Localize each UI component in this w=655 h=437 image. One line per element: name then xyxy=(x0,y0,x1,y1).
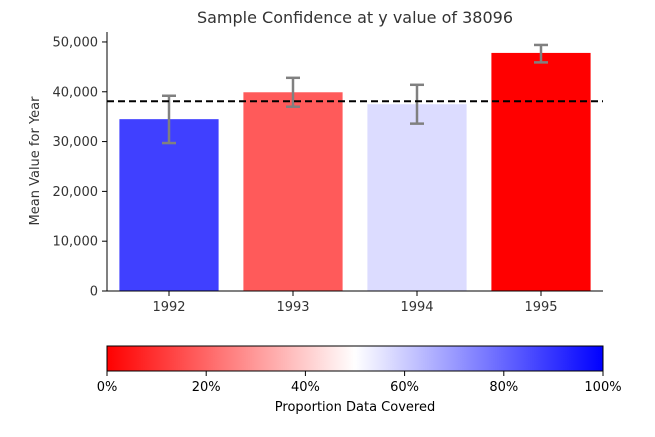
bars-layer xyxy=(119,52,591,292)
colorbar-tick-label-3: 60% xyxy=(390,380,419,395)
x-tick-label-1995: 1995 xyxy=(524,300,557,315)
axes-layer xyxy=(106,32,603,292)
y-tick-label-0: 0 xyxy=(90,285,98,300)
y-axis-label: Mean Value for Year xyxy=(28,96,43,226)
colorbar-tick-label-1: 20% xyxy=(192,380,221,395)
y-tick-label-30000: 30,000 xyxy=(53,135,99,150)
x-tick-label-1992: 1992 xyxy=(152,300,185,315)
colorbar-tick-label-4: 80% xyxy=(489,380,518,395)
colorbar-ticks-layer: 0% 20% 40% 60% 80% 100% xyxy=(97,371,622,395)
bar-1995 xyxy=(491,52,591,291)
error-bars-layer xyxy=(162,43,548,145)
bar-1992 xyxy=(119,119,219,292)
x-ticks-layer: 1992 1993 1994 1995 xyxy=(152,291,558,315)
y-ticks-layer: 0 10,000 20,000 30,000 40,000 50,000 xyxy=(53,35,107,300)
x-tick-label-1993: 1993 xyxy=(276,300,309,315)
colorbar xyxy=(106,345,604,372)
colorbar-label: Proportion Data Covered xyxy=(275,400,435,415)
chart-title: Sample Confidence at y value of 38096 xyxy=(197,8,513,27)
colorbar-tick-label-0: 0% xyxy=(97,380,118,395)
y-tick-label-20000: 20,000 xyxy=(53,185,99,200)
y-tick-label-40000: 40,000 xyxy=(53,85,99,100)
colorbar-tick-label-5: 100% xyxy=(584,380,621,395)
bar-1993 xyxy=(243,92,343,292)
x-tick-label-1994: 1994 xyxy=(400,300,433,315)
y-tick-label-10000: 10,000 xyxy=(53,235,99,250)
y-tick-label-50000: 50,000 xyxy=(53,35,99,50)
bar-1994 xyxy=(367,104,467,291)
colorbar-tick-label-2: 40% xyxy=(291,380,320,395)
